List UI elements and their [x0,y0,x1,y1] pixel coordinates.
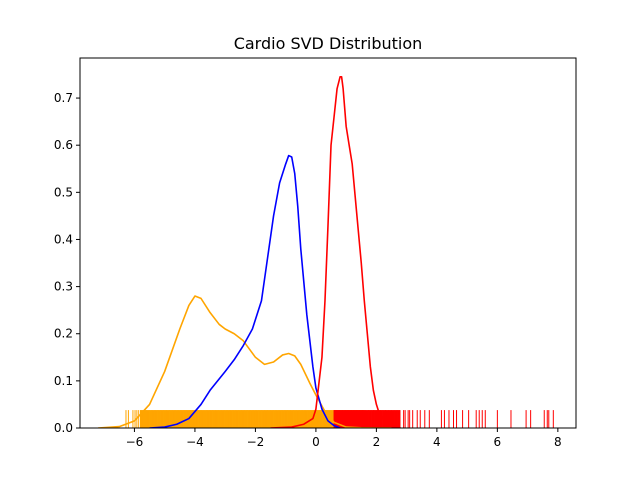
x-tick-label: 6 [494,435,502,449]
x-tick-label: −6 [126,435,144,449]
chart-title: Cardio SVD Distribution [234,34,423,53]
y-tick-label: 0.0 [54,421,73,435]
x-tick-label: 8 [554,435,562,449]
x-tick-label: −2 [247,435,265,449]
x-tick-label: 2 [373,435,381,449]
x-tick-label: 4 [433,435,441,449]
series-line-0 [98,295,392,428]
y-tick-label: 0.7 [54,91,73,105]
y-tick-label: 0.3 [54,280,73,294]
y-tick-label: 0.2 [54,327,73,341]
y-tick-label: 0.1 [54,374,73,388]
x-tick-label: −4 [186,435,204,449]
series-line-2 [270,76,401,428]
y-tick-label: 0.6 [54,138,73,152]
y-tick-label: 0.4 [54,232,73,246]
plot-frame [79,57,577,429]
x-tick-label: 0 [312,435,320,449]
plot-area [98,76,554,428]
y-axis: 0.0 0.1 0.2 0.3 0.4 0.5 0.6 0.7 [54,91,80,435]
rug-1 [333,410,554,428]
y-tick-label: 0.5 [54,185,73,199]
x-axis: −6 −4 −2 0 2 4 6 8 [126,428,562,449]
rug-0 [125,410,386,428]
series-line-1 [149,154,341,428]
